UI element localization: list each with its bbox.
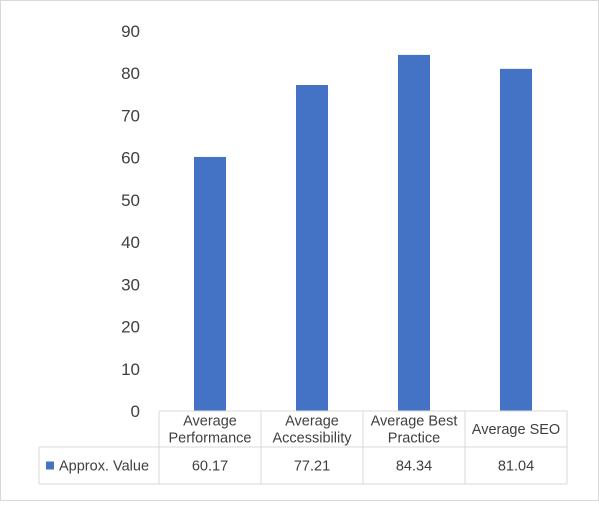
legend-series-name: Approx. Value — [59, 459, 149, 475]
category-label: Average Performance — [168, 414, 251, 447]
y-tick-label: 80 — [121, 64, 140, 83]
category-label: Average Accessibility — [273, 414, 353, 447]
data-table-value: 84.34 — [396, 459, 432, 475]
category-label: Average Best Practice — [371, 414, 458, 447]
data-table-value: 60.17 — [192, 459, 228, 475]
y-tick-label: 40 — [121, 233, 140, 252]
data-table-value: 77.21 — [294, 459, 330, 475]
data-table-value: 81.04 — [498, 459, 534, 475]
y-tick-label: 10 — [121, 360, 140, 379]
y-tick-label: 0 — [131, 402, 140, 421]
y-tick-label: 50 — [121, 191, 140, 210]
y-tick-label: 60 — [121, 149, 140, 168]
y-tick-label: 90 — [121, 22, 140, 41]
bars — [194, 54, 532, 412]
y-axis: 0 10 20 30 40 50 60 70 80 90 — [121, 22, 140, 421]
y-tick-label: 30 — [121, 275, 140, 294]
legend-swatch — [46, 461, 54, 470]
y-tick-label: 20 — [121, 318, 140, 337]
bar — [296, 85, 328, 411]
y-tick-label: 70 — [121, 106, 140, 125]
bar — [500, 68, 532, 411]
category-label: Average SEO — [472, 422, 560, 438]
bar — [398, 54, 430, 412]
data-table: Average Performance Average Accessibility Av… — [38, 410, 568, 485]
bar — [194, 156, 226, 411]
